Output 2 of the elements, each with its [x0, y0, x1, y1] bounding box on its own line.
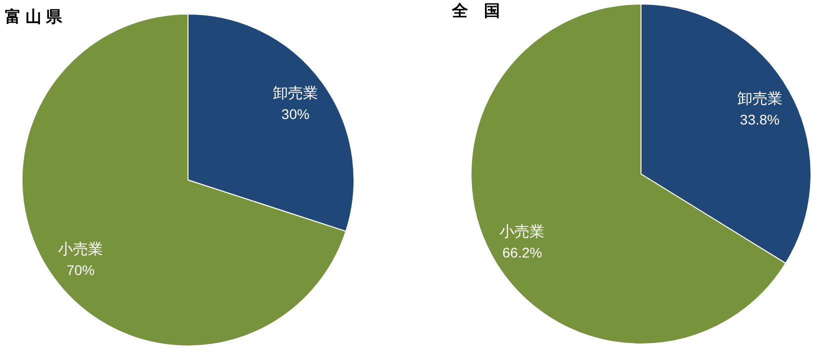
chart-title: 全 国: [451, 2, 500, 20]
chart-title: 富 山 県: [5, 7, 63, 26]
